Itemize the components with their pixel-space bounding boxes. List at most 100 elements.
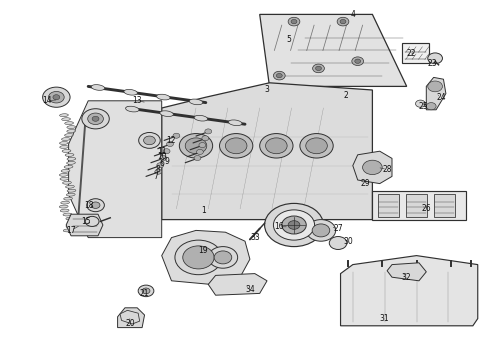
Ellipse shape (60, 209, 69, 212)
Ellipse shape (125, 106, 139, 112)
Ellipse shape (65, 122, 74, 125)
Ellipse shape (194, 115, 208, 121)
Polygon shape (120, 310, 140, 324)
Ellipse shape (67, 130, 75, 132)
Circle shape (185, 138, 207, 154)
Text: 21: 21 (140, 289, 149, 298)
Circle shape (53, 95, 60, 100)
Circle shape (260, 134, 293, 158)
Text: 24: 24 (436, 93, 446, 102)
Circle shape (363, 160, 382, 175)
Ellipse shape (124, 89, 137, 95)
Ellipse shape (62, 138, 70, 140)
Circle shape (416, 100, 425, 107)
Text: 28: 28 (382, 165, 392, 174)
Ellipse shape (61, 169, 70, 172)
Ellipse shape (66, 225, 75, 228)
Text: 3: 3 (265, 85, 270, 94)
Text: 9: 9 (164, 157, 169, 166)
Text: 14: 14 (42, 96, 51, 105)
Circle shape (214, 251, 232, 264)
Text: 25: 25 (418, 102, 428, 111)
Text: 27: 27 (333, 224, 343, 233)
Circle shape (273, 210, 315, 240)
Circle shape (155, 169, 162, 174)
Circle shape (312, 224, 330, 237)
Polygon shape (353, 151, 392, 184)
Circle shape (88, 113, 103, 125)
Circle shape (428, 81, 442, 92)
Circle shape (225, 138, 247, 154)
Circle shape (194, 156, 201, 161)
Ellipse shape (62, 118, 71, 121)
Ellipse shape (67, 189, 76, 192)
Circle shape (266, 138, 287, 154)
Circle shape (282, 216, 306, 234)
Circle shape (313, 64, 324, 73)
Ellipse shape (67, 126, 75, 129)
Ellipse shape (59, 141, 68, 144)
Circle shape (208, 247, 238, 268)
Polygon shape (162, 83, 372, 220)
Polygon shape (208, 274, 267, 295)
Ellipse shape (62, 149, 71, 152)
Text: 29: 29 (360, 179, 370, 188)
Ellipse shape (63, 181, 72, 184)
Text: 32: 32 (402, 273, 412, 282)
Polygon shape (426, 77, 446, 110)
Text: 11: 11 (157, 147, 167, 156)
Circle shape (92, 116, 99, 121)
Ellipse shape (63, 229, 72, 232)
Circle shape (288, 221, 300, 229)
Circle shape (273, 71, 285, 80)
Polygon shape (434, 194, 455, 217)
Text: 16: 16 (274, 222, 284, 231)
Ellipse shape (60, 145, 69, 148)
Circle shape (124, 313, 136, 322)
Polygon shape (69, 101, 162, 238)
Circle shape (205, 129, 212, 134)
Circle shape (355, 59, 361, 63)
Ellipse shape (66, 193, 75, 196)
Text: 30: 30 (343, 237, 353, 246)
Text: 17: 17 (66, 226, 76, 235)
Circle shape (144, 136, 155, 145)
Circle shape (139, 132, 160, 148)
Ellipse shape (67, 161, 75, 164)
Ellipse shape (160, 111, 173, 117)
Text: 33: 33 (250, 233, 260, 242)
Ellipse shape (67, 221, 76, 224)
Ellipse shape (65, 134, 74, 136)
Polygon shape (372, 191, 465, 220)
Circle shape (183, 246, 214, 269)
Circle shape (306, 220, 336, 241)
Circle shape (85, 216, 99, 226)
Circle shape (329, 237, 347, 249)
Text: 4: 4 (350, 10, 355, 19)
Polygon shape (341, 256, 478, 326)
Circle shape (49, 91, 64, 103)
Ellipse shape (59, 205, 68, 208)
Text: 13: 13 (132, 96, 142, 105)
Circle shape (157, 163, 164, 168)
Ellipse shape (63, 213, 72, 216)
Text: 10: 10 (157, 152, 167, 161)
Circle shape (138, 285, 154, 297)
Circle shape (300, 134, 333, 158)
Ellipse shape (67, 157, 76, 160)
Circle shape (160, 156, 167, 161)
Ellipse shape (66, 185, 74, 188)
Ellipse shape (60, 114, 68, 117)
Circle shape (91, 202, 100, 208)
Circle shape (265, 203, 323, 247)
Text: 20: 20 (125, 320, 135, 328)
Text: 18: 18 (84, 201, 94, 210)
Circle shape (340, 19, 346, 24)
Polygon shape (118, 308, 145, 328)
Circle shape (175, 240, 222, 275)
Text: 15: 15 (81, 217, 91, 226)
Text: 7: 7 (153, 172, 158, 181)
Polygon shape (66, 214, 103, 236)
Circle shape (276, 73, 282, 78)
Text: 31: 31 (380, 314, 390, 323)
